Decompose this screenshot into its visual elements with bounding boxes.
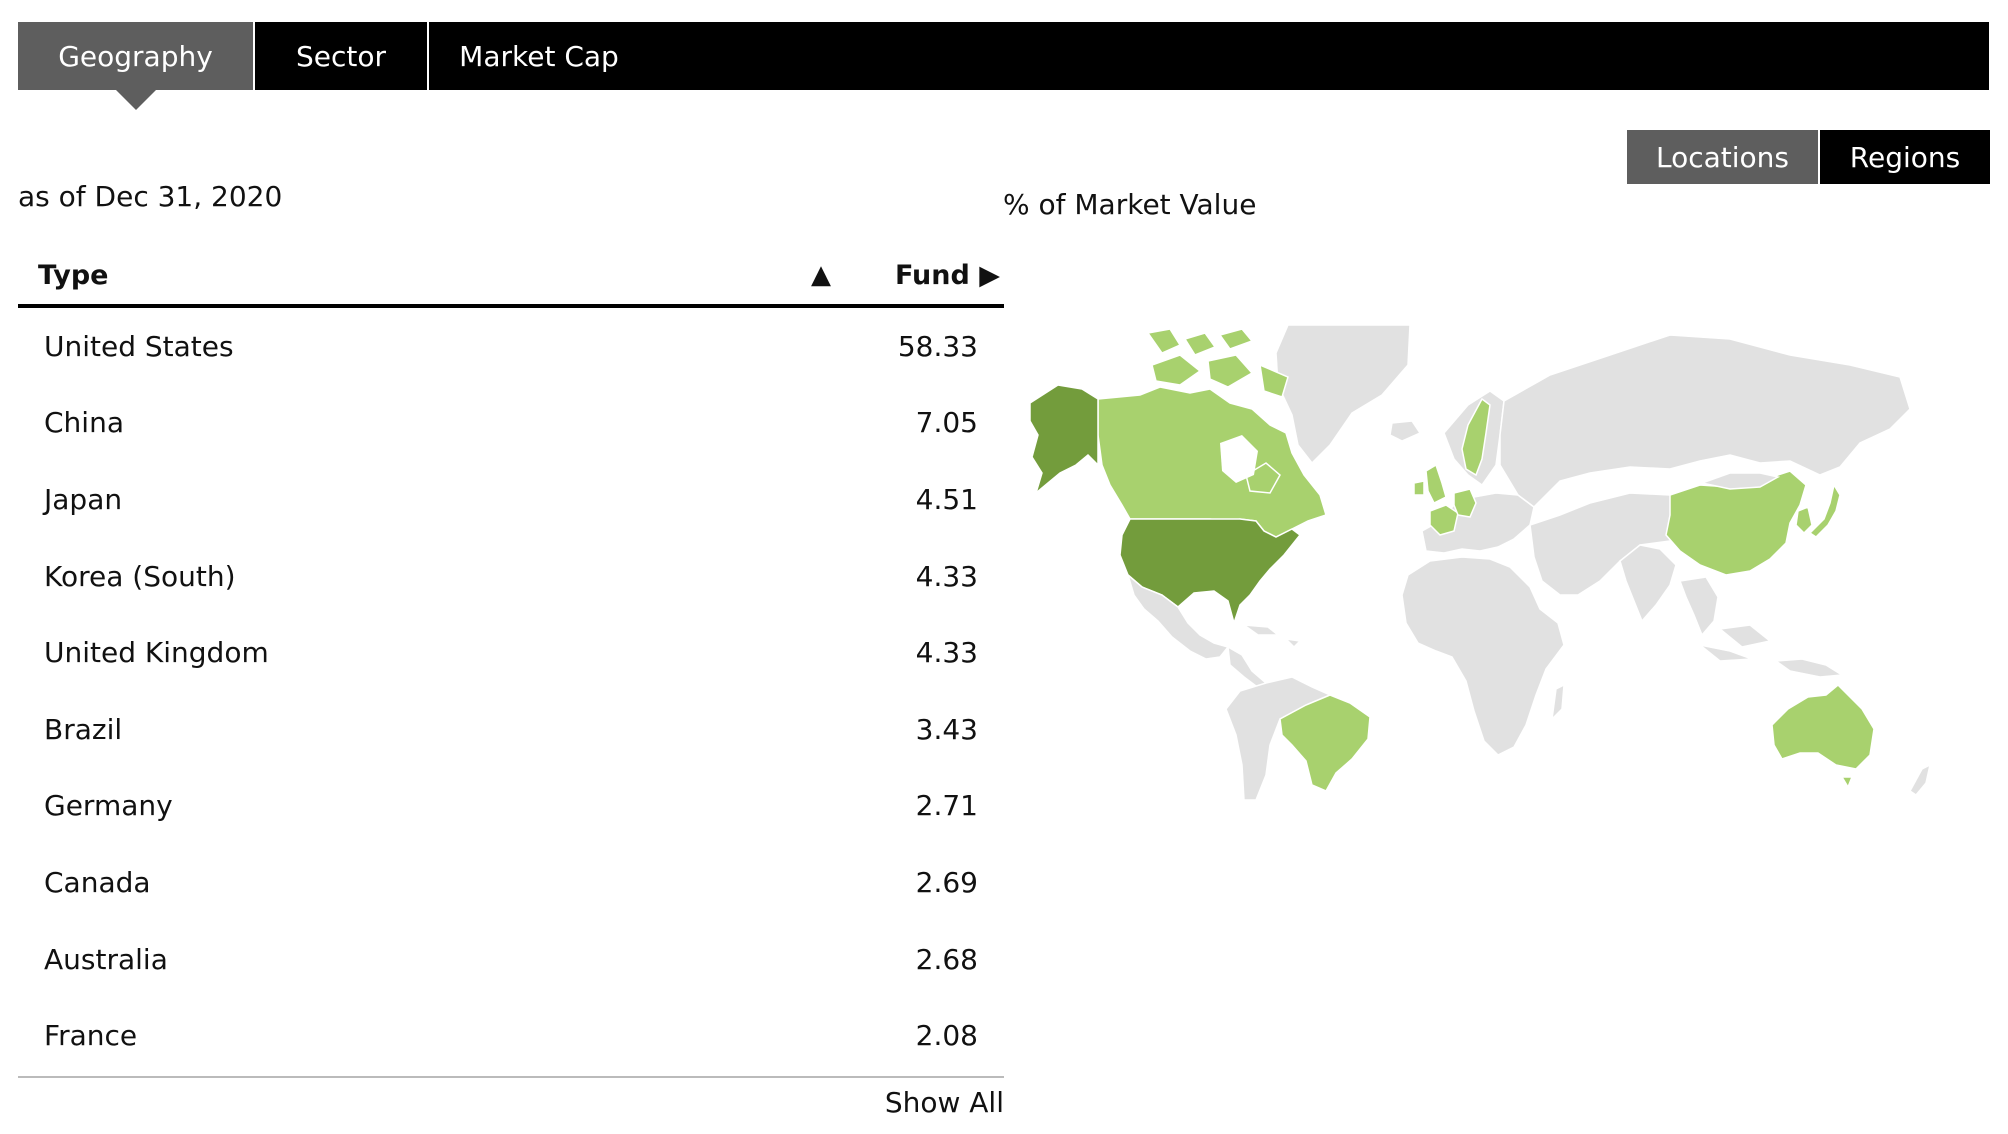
sort-ascending-icon[interactable]: ▲ xyxy=(811,260,831,290)
country-name: Australia xyxy=(44,942,168,976)
region-central-america[interactable] xyxy=(1227,645,1268,690)
holdings-table: Type ▲ Fund ▶ United States 58.33 China 7.0… xyxy=(18,246,1004,1134)
region-india[interactable] xyxy=(1619,544,1677,623)
tab-market-cap[interactable]: Market Cap xyxy=(459,39,619,73)
country-name: Germany xyxy=(44,789,173,823)
region-brazil[interactable] xyxy=(1279,694,1371,792)
fund-weight: 3.43 xyxy=(915,712,978,746)
region-mongolia[interactable] xyxy=(1699,472,1781,490)
region-sweden[interactable] xyxy=(1461,397,1491,477)
fund-weight: 4.33 xyxy=(915,559,978,593)
show-all-link[interactable]: Show All xyxy=(884,1085,1004,1119)
fund-weight: 2.68 xyxy=(915,942,978,976)
region-united-kingdom[interactable] xyxy=(1425,463,1447,505)
country-name: China xyxy=(44,406,124,440)
fund-weight: 58.33 xyxy=(897,329,978,363)
region-southeast-asia[interactable] xyxy=(1678,576,1772,662)
table-row: Korea (South) 4.33 xyxy=(18,538,1004,615)
region-madagascar[interactable] xyxy=(1550,683,1565,722)
table-row: Australia 2.68 xyxy=(18,921,1004,998)
country-name: United Kingdom xyxy=(44,636,269,670)
country-name: France xyxy=(44,1019,138,1053)
region-australia[interactable] xyxy=(1771,683,1875,770)
country-name: Japan xyxy=(44,482,123,516)
regions-button[interactable]: Regions xyxy=(1820,130,1990,184)
region-japan[interactable] xyxy=(1808,483,1841,538)
fund-weight: 4.51 xyxy=(915,482,978,516)
map-label: % of Market Value xyxy=(1003,188,1257,221)
tab-sector[interactable]: Sector xyxy=(255,22,429,90)
region-caribbean[interactable] xyxy=(1241,624,1302,649)
country-name: Brazil xyxy=(44,712,123,746)
region-russia[interactable] xyxy=(1499,334,1911,508)
region-germany[interactable] xyxy=(1453,488,1477,518)
table-row: Japan 4.51 xyxy=(18,461,1004,538)
region-indonesia[interactable] xyxy=(1773,658,1845,678)
locations-button[interactable]: Locations xyxy=(1627,130,1820,184)
geography-tab-bar: Geography Sector Market Cap xyxy=(18,22,1989,110)
view-toggle: Locations Regions xyxy=(1627,130,1990,184)
table-row: United Kingdom 4.33 xyxy=(18,614,1004,691)
region-middle-east[interactable] xyxy=(1529,492,1697,596)
fund-weight: 2.08 xyxy=(915,1019,978,1053)
table-row: France 2.08 xyxy=(18,997,1004,1074)
table-row: Germany 2.71 xyxy=(18,768,1004,845)
region-south-america[interactable] xyxy=(1225,676,1332,800)
region-africa[interactable] xyxy=(1401,556,1565,756)
region-tasmania[interactable] xyxy=(1840,776,1854,789)
world-map xyxy=(1030,325,1932,800)
table-row: United States 58.33 xyxy=(18,308,1004,385)
fund-weight: 4.33 xyxy=(915,636,978,670)
tab-geography[interactable]: Geography xyxy=(18,22,255,110)
as-of-date: as of Dec 31, 2020 xyxy=(18,180,283,213)
country-name: United States xyxy=(44,329,234,363)
fund-weight: 7.05 xyxy=(915,406,978,440)
table-row: Brazil 3.43 xyxy=(18,691,1004,768)
region-alaska[interactable] xyxy=(1030,384,1099,496)
fund-weight: 2.69 xyxy=(915,865,978,899)
country-name: Korea (South) xyxy=(44,559,236,593)
column-header-type[interactable]: Type xyxy=(38,259,109,291)
region-new-zealand[interactable] xyxy=(1909,763,1932,796)
table-row: Canada 2.69 xyxy=(18,844,1004,921)
region-mexico[interactable] xyxy=(1126,572,1230,660)
region-iceland[interactable] xyxy=(1389,420,1422,442)
region-france[interactable] xyxy=(1429,504,1459,536)
country-name: Canada xyxy=(44,865,151,899)
fund-weight: 2.71 xyxy=(915,789,978,823)
table-row: China 7.05 xyxy=(18,385,1004,462)
region-korea-south[interactable] xyxy=(1795,505,1813,535)
region-canada-islands[interactable] xyxy=(1146,328,1289,398)
table-body: United States 58.33 China 7.05 Japan 4.51 Kore… xyxy=(18,308,1004,1074)
region-greenland[interactable] xyxy=(1275,325,1411,465)
table-header: Type ▲ Fund ▶ xyxy=(18,246,1004,308)
region-ireland[interactable] xyxy=(1413,480,1425,496)
column-header-fund[interactable]: Fund ▶ xyxy=(894,259,1000,291)
table-footer: Show All xyxy=(18,1075,1004,1134)
